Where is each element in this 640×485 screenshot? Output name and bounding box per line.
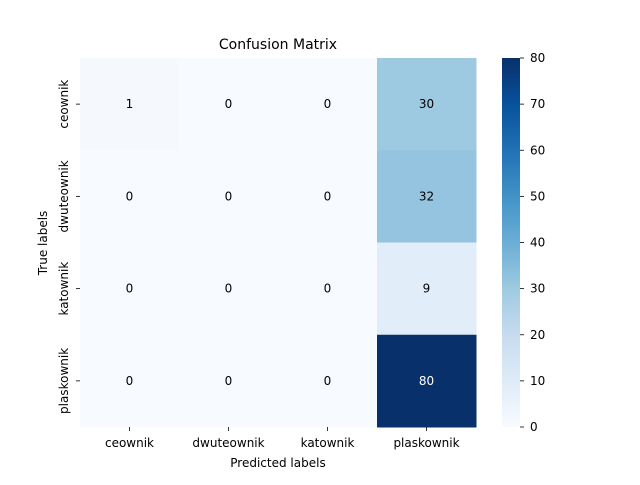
colorbar-tick-label: 70 [530, 97, 545, 111]
cell-value-label: 0 [126, 282, 134, 296]
colorbar-tick-label: 40 [530, 236, 545, 250]
heatmap-cell [80, 150, 180, 243]
cell-value-label: 9 [423, 282, 431, 296]
heatmap-cell [80, 242, 180, 336]
y-tick-label: plaskownik [57, 348, 71, 414]
x-axis-ticks: ceownik dwuteownik katownik plaskownik [105, 427, 460, 450]
heatmap-cells: 1 0 0 30 0 0 0 32 0 0 0 9 0 0 0 80 [80, 58, 477, 428]
cell-value-label: 32 [419, 189, 434, 203]
colorbar-tick-label: 30 [530, 282, 545, 296]
heatmap-cell [179, 150, 279, 243]
x-tick-label: ceownik [105, 436, 154, 450]
heatmap-cell [377, 334, 477, 428]
colorbar-gradient [502, 58, 520, 427]
colorbar: 0 10 20 30 40 50 60 70 80 [502, 51, 545, 434]
heatmap-cell [179, 242, 279, 336]
x-axis-label: Predicted labels [230, 456, 325, 470]
heatmap-cell [80, 334, 180, 428]
cell-value-label: 0 [324, 97, 332, 111]
colorbar-tick-label: 50 [530, 189, 545, 203]
cell-value-label: 0 [126, 374, 134, 388]
cell-value-label: 0 [324, 374, 332, 388]
heatmap-cell [377, 58, 477, 151]
cell-value-label: 0 [126, 189, 134, 203]
cell-value-label: 0 [324, 189, 332, 203]
colorbar-tick-label: 80 [530, 51, 545, 65]
chart-title: Confusion Matrix [219, 37, 337, 53]
colorbar-tick-label: 60 [530, 143, 545, 157]
y-tick-label: katownik [57, 262, 71, 316]
y-tick-label: dwuteownik [57, 160, 71, 232]
heatmap-cell [80, 58, 180, 151]
colorbar-tick-label: 10 [530, 374, 545, 388]
cell-value-label: 0 [225, 97, 233, 111]
cell-value-label: 0 [225, 282, 233, 296]
y-tick-label: ceownik [57, 80, 71, 129]
x-tick-label: plaskownik [393, 436, 459, 450]
colorbar-tick-label: 20 [530, 328, 545, 342]
heatmap-cell [278, 242, 378, 336]
cell-value-label: 0 [225, 374, 233, 388]
heatmap-cell [278, 58, 378, 151]
y-axis-label: True labels [36, 211, 50, 277]
cell-value-label: 0 [225, 189, 233, 203]
heatmap-cell [278, 150, 378, 243]
y-axis-ticks: ceownik dwuteownik katownik plaskownik [57, 80, 80, 414]
heatmap-cell [377, 242, 477, 336]
heatmap-cell [278, 334, 378, 428]
heatmap-cell [179, 334, 279, 428]
cell-value-label: 0 [324, 282, 332, 296]
cell-value-label: 80 [419, 374, 434, 388]
x-tick-label: dwuteownik [192, 436, 264, 450]
cell-value-label: 1 [126, 97, 134, 111]
colorbar-tick-label: 0 [530, 420, 538, 434]
cell-value-label: 30 [419, 97, 434, 111]
x-tick-label: katownik [301, 436, 355, 450]
heatmap-cell [377, 150, 477, 243]
heatmap-cell [179, 58, 279, 151]
